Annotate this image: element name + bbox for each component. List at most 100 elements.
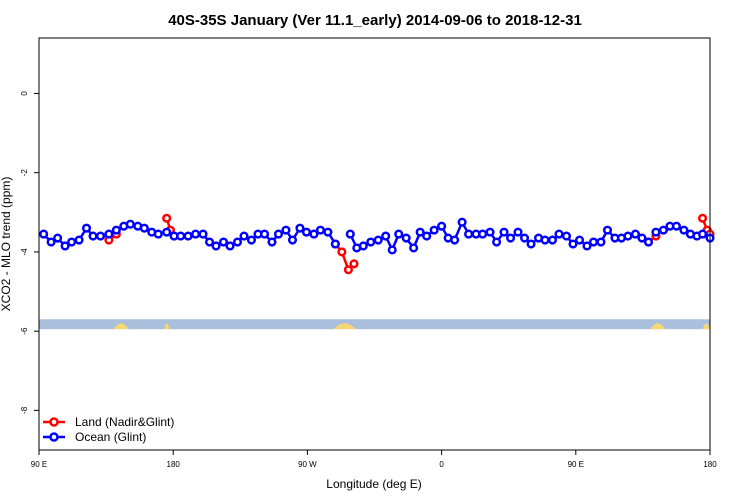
series-1-point-4-7 bbox=[697, 229, 708, 239]
series-1-point-2-10 bbox=[239, 231, 249, 241]
series-1-point-3-25 bbox=[519, 233, 530, 243]
series-1-point-1-7 bbox=[162, 227, 172, 237]
series-1-point-4-0 bbox=[651, 227, 661, 237]
series-1-point-3-5 bbox=[381, 231, 391, 241]
series-1-point-3-26 bbox=[526, 239, 536, 249]
series-1-point-0-1 bbox=[46, 237, 56, 247]
series-1-point-3-7 bbox=[394, 229, 404, 239]
series-1-point-3-6 bbox=[387, 245, 397, 255]
series-1-point-3-13 bbox=[437, 221, 447, 231]
series-1-point-0-7 bbox=[88, 231, 98, 241]
series-1-point-3-20 bbox=[485, 227, 495, 237]
series-1-point-1-6 bbox=[153, 229, 163, 239]
land-mask-1 bbox=[163, 323, 170, 330]
y-axis: 0 -2 -4 -6 -8 bbox=[20, 91, 39, 414]
series-1-point-3-41 bbox=[630, 229, 640, 239]
chart-title: 40S-35S January (Ver 11.1_early) 2014-09… bbox=[168, 12, 582, 29]
series-1-point-3-8 bbox=[401, 233, 411, 243]
y-tick-label-4: -8 bbox=[20, 406, 29, 414]
y-tick-label-0: 0 bbox=[20, 91, 29, 96]
x-tick-label-3: 0 bbox=[439, 460, 444, 469]
series-1-point-0-8 bbox=[95, 231, 106, 241]
series-1-point-2-3 bbox=[191, 229, 201, 239]
series-0-point-2-2 bbox=[343, 265, 353, 275]
series-1-point-2-22 bbox=[323, 227, 333, 237]
land-mask-4 bbox=[702, 323, 710, 330]
series-1-point-0-3 bbox=[60, 241, 70, 251]
series-0-point-2-1 bbox=[337, 247, 347, 257]
series-1-point-2-16 bbox=[281, 225, 291, 235]
ocean-band bbox=[39, 319, 710, 330]
series-0-point-1-0 bbox=[162, 213, 172, 223]
series-1-point-2-5 bbox=[204, 237, 215, 247]
series-1 bbox=[39, 217, 715, 255]
x-tick-label-4: 90 E bbox=[568, 460, 584, 469]
y-axis-label: XCO2 - MLO trend (ppm) bbox=[0, 177, 13, 312]
x-axis-label: Longitude (deg E) bbox=[326, 477, 421, 491]
series-1-point-0-5 bbox=[74, 235, 84, 245]
series-1-point-3-37 bbox=[602, 225, 613, 235]
series-1-point-3-15 bbox=[450, 235, 460, 245]
series-1-point-3-12 bbox=[429, 225, 439, 235]
series-1-point-3-32 bbox=[568, 239, 578, 249]
series-1-point-2-19 bbox=[301, 227, 312, 237]
series-1-point-2-18 bbox=[295, 223, 305, 233]
series-1-point-3-40 bbox=[623, 231, 633, 241]
series-1-point-3-30 bbox=[554, 229, 564, 239]
x-tick-label-5: 180 bbox=[703, 460, 717, 469]
series-1-point-3-23 bbox=[506, 233, 516, 243]
plot-frame bbox=[38, 37, 711, 451]
series-1-point-2-9 bbox=[232, 237, 243, 247]
series-0-point-4-0 bbox=[697, 213, 708, 223]
series-1-point-2-4 bbox=[198, 229, 208, 239]
x-tick-label-2: 90 W bbox=[298, 460, 317, 469]
series-1-point-3-17 bbox=[464, 229, 474, 239]
series-1-point-0-6 bbox=[81, 223, 92, 233]
series-1-point-3-36 bbox=[596, 237, 606, 247]
series-0-point-2-3 bbox=[349, 259, 359, 269]
series-1-point-3-16 bbox=[457, 217, 467, 227]
series-1-point-0-9 bbox=[104, 229, 114, 239]
series-1-point-3-0 bbox=[345, 229, 355, 239]
series-1-point-3-4 bbox=[373, 235, 383, 245]
series-1-point-4-4 bbox=[679, 225, 689, 235]
y-tick-label-2: -4 bbox=[20, 248, 29, 256]
series-1-point-3-2 bbox=[358, 241, 368, 251]
series-1-point-2-8 bbox=[225, 241, 235, 251]
series-1-point-3-22 bbox=[499, 227, 509, 237]
y-tick-label-3: -6 bbox=[20, 327, 29, 335]
series-1-point-2-14 bbox=[267, 237, 277, 247]
series-1-point-2-7 bbox=[218, 237, 229, 247]
series-1-point-2-11 bbox=[246, 235, 257, 245]
x-tick-label-1: 180 bbox=[167, 460, 181, 469]
land-mask-0 bbox=[113, 323, 129, 330]
series-1-point-3-24 bbox=[513, 227, 523, 237]
legend-label-0: Land (Nadir&Glint) bbox=[75, 415, 174, 429]
series-1-point-3-42 bbox=[637, 233, 647, 243]
series-1-point-3-9 bbox=[409, 243, 419, 253]
series-1-point-3-21 bbox=[492, 237, 502, 247]
series-1-point-0-2 bbox=[53, 233, 63, 243]
y-tick-label-1: -2 bbox=[20, 169, 29, 177]
series-1-point-2-2 bbox=[183, 231, 193, 241]
series-1-point-2-21 bbox=[315, 225, 325, 235]
series-1-point-3-28 bbox=[540, 235, 550, 245]
series-1-point-3-11 bbox=[422, 231, 432, 241]
plot-area bbox=[39, 213, 715, 330]
series-1-point-3-29 bbox=[547, 235, 558, 245]
series-1-point-3-43 bbox=[643, 237, 654, 247]
legend-marker-0 bbox=[49, 417, 59, 427]
legend: Land (Nadir&Glint)Ocean (Glint) bbox=[43, 415, 174, 444]
series-1-point-0-4 bbox=[67, 237, 77, 247]
x-axis: 90 E 180 90 W 0 90 E 180 bbox=[31, 450, 717, 469]
legend-label-1: Ocean (Glint) bbox=[75, 430, 146, 444]
series-1-point-2-17 bbox=[287, 235, 298, 245]
series-1-point-2-13 bbox=[259, 229, 270, 239]
series-1-point-3-34 bbox=[582, 241, 592, 251]
series-1-point-4-3 bbox=[671, 221, 682, 231]
series-1-point-2-1 bbox=[176, 231, 186, 241]
series-1-point-1-4 bbox=[139, 223, 149, 233]
series-1-point-2-23 bbox=[330, 239, 340, 249]
legend-marker-1 bbox=[49, 432, 59, 442]
